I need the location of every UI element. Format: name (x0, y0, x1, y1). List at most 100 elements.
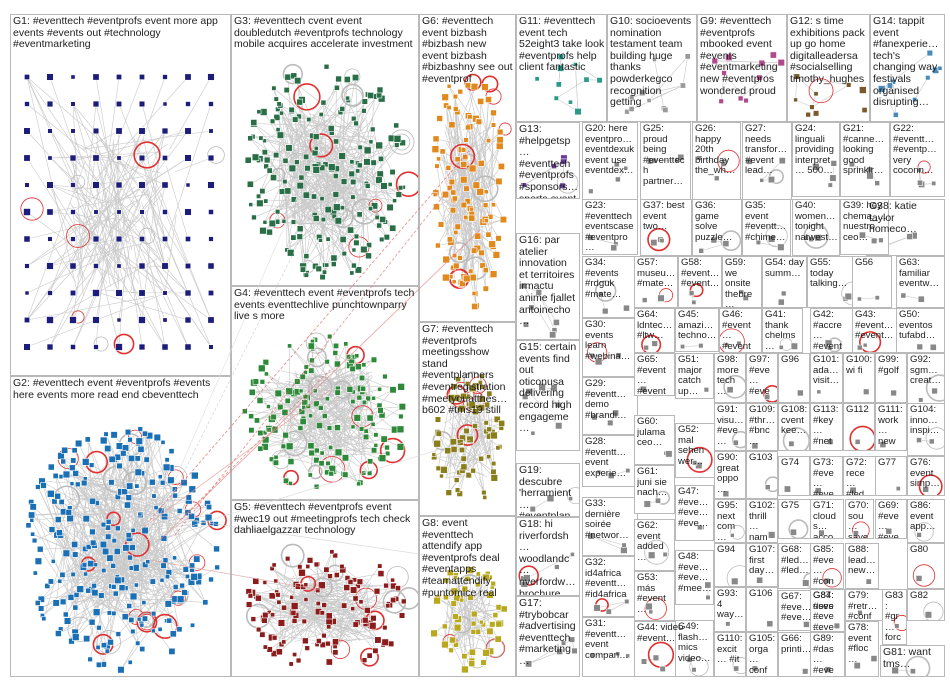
edge (464, 607, 496, 616)
node-g2 (55, 630, 62, 637)
edge (445, 142, 491, 217)
edge (314, 157, 338, 208)
edge (575, 64, 579, 112)
node-g16 (535, 289, 542, 296)
edge (119, 564, 126, 589)
edge (72, 187, 97, 213)
node-g99 (890, 389, 897, 397)
edge (327, 398, 374, 425)
self-loop (460, 153, 477, 170)
edge (331, 166, 351, 215)
node-g6 (496, 128, 504, 136)
node-g3 (259, 108, 268, 116)
edge (95, 76, 129, 278)
edge (54, 501, 107, 562)
node-g3 (395, 191, 403, 198)
group-panel-g62: G62: event added… (634, 519, 675, 571)
edge (486, 404, 492, 439)
node-g2 (89, 528, 96, 536)
node-g20 (588, 188, 594, 194)
edge (280, 406, 367, 411)
edge (252, 392, 324, 457)
edge (140, 212, 166, 348)
node-g5 (314, 642, 320, 648)
node-g5 (278, 641, 285, 648)
node-g2 (138, 620, 145, 627)
edge (83, 541, 168, 577)
node-g62 (647, 551, 656, 559)
self-loop (207, 146, 225, 164)
node-g6 (476, 187, 484, 196)
edge (250, 204, 354, 212)
edge (698, 157, 724, 165)
edge (475, 140, 487, 192)
node-g42 (827, 345, 833, 351)
edge (307, 585, 347, 588)
edge (113, 526, 146, 587)
edge (285, 372, 298, 481)
edge (94, 523, 213, 562)
edge (271, 568, 336, 640)
group-graph-g51 (703, 387, 710, 393)
self-loop (133, 141, 161, 169)
edge (306, 582, 394, 587)
edge (89, 519, 145, 603)
group-panel-g111: G111: work… new… (875, 403, 907, 451)
node-g3 (312, 133, 320, 140)
edge (320, 114, 357, 207)
node-g28 (625, 468, 631, 474)
node-g43 (856, 344, 863, 351)
node-g5 (386, 601, 393, 609)
edge (918, 439, 932, 442)
edge (273, 607, 293, 654)
node-g20 (615, 176, 621, 183)
node-g2 (114, 525, 121, 532)
node-g4 (351, 354, 358, 360)
edge (323, 152, 367, 220)
edge (367, 371, 374, 425)
group-label-g7: G7: #eventtech #eventprofs meetingsshow … (422, 324, 511, 417)
edge (451, 442, 461, 460)
self-loop (128, 609, 145, 625)
edge (294, 584, 307, 607)
edge (278, 103, 281, 215)
node-g2 (200, 520, 207, 526)
group-panel-g24: G24: linguali providing interpret… 500… (792, 122, 840, 197)
edge (275, 580, 361, 641)
edge (473, 423, 502, 433)
edge (280, 373, 354, 408)
edge (119, 465, 127, 600)
group-label-g79: G79: #retr… #conf… (848, 591, 878, 621)
node-g2 (75, 439, 83, 448)
node-g2 (57, 532, 64, 539)
node-g21 (848, 161, 855, 168)
node-g1 (207, 73, 215, 81)
group-panel-g107: G107: first day… (746, 543, 778, 587)
node-g6 (468, 164, 477, 173)
node-g5 (343, 584, 351, 591)
edge (445, 105, 458, 221)
self-loop (102, 465, 131, 493)
node-g2 (188, 485, 197, 493)
edge (467, 608, 505, 625)
node-g28 (607, 472, 615, 479)
node-g59 (742, 294, 749, 301)
group-label-g80: G80 (910, 545, 929, 555)
edge (334, 141, 337, 219)
node-g5 (252, 577, 260, 585)
node-g6 (432, 192, 438, 197)
node-g4 (367, 458, 374, 465)
edge (144, 492, 159, 565)
self-loop (360, 647, 379, 667)
node-g6 (448, 178, 456, 186)
edge (250, 592, 340, 628)
group-panel-g58: G58: #event… #event… (678, 256, 722, 308)
edge (282, 382, 346, 459)
node-g2 (157, 626, 163, 632)
edge (289, 590, 374, 619)
edge (332, 170, 358, 177)
edge (94, 547, 127, 605)
node-g2 (190, 622, 196, 628)
node-g1 (23, 208, 31, 216)
edge (85, 518, 124, 611)
